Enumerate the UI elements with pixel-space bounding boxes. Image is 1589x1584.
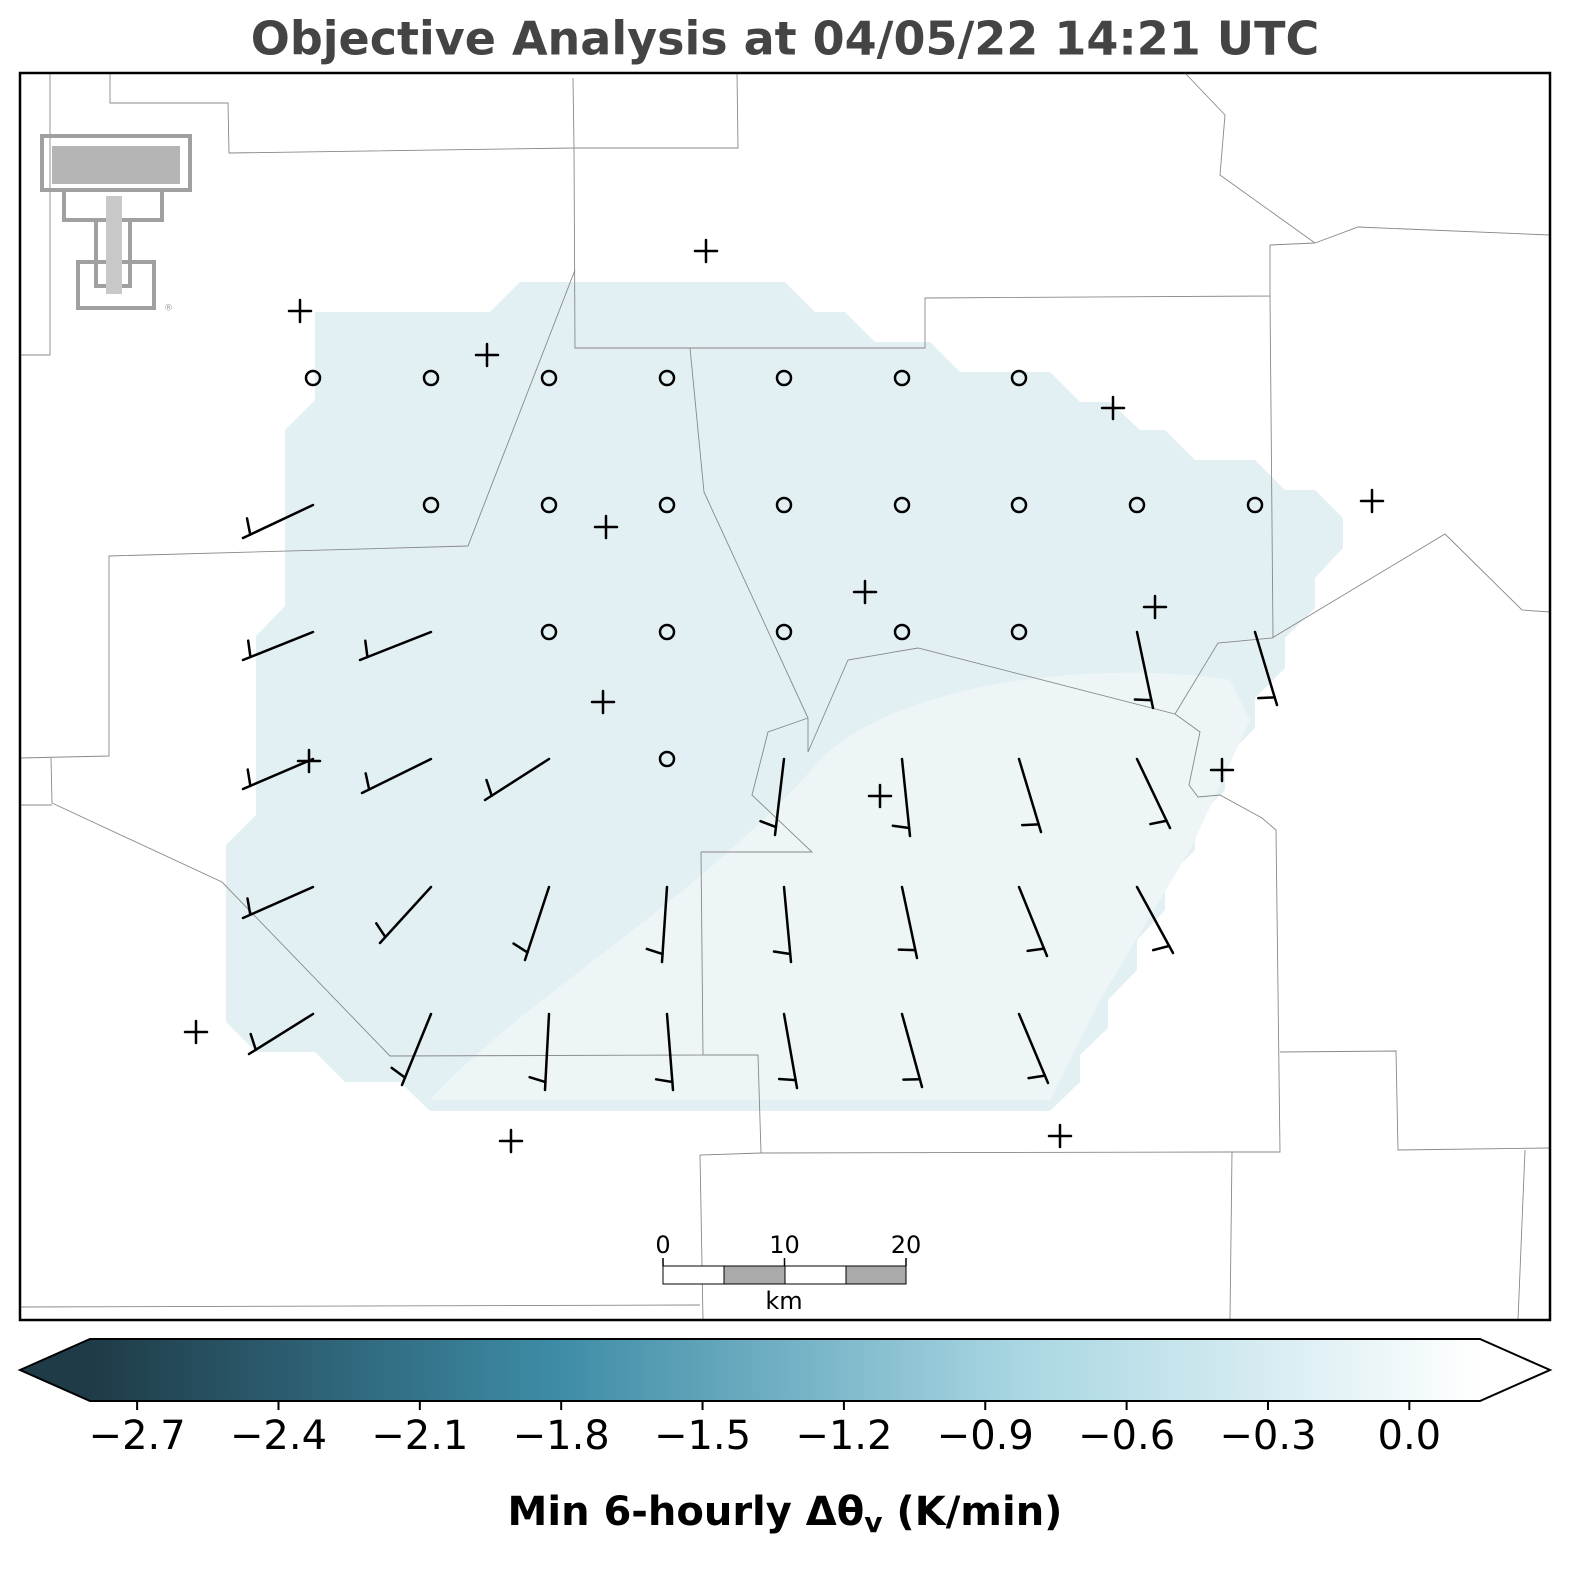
- barb-flag: [899, 950, 915, 951]
- colorbar-tick-label: −2.7: [89, 1413, 186, 1459]
- scale-tick-label: 20: [891, 1231, 922, 1259]
- colorbar-tick-label: 0.0: [1378, 1413, 1442, 1459]
- scale-tick-label: 10: [769, 1231, 800, 1259]
- map: ® km 0 10 20: [20, 73, 1550, 1320]
- logo-mark: ®: [164, 304, 173, 314]
- colorbar-tick-label: −2.1: [371, 1413, 468, 1459]
- title: Objective Analysis at 04/05/22 14:21 UTC: [251, 12, 1320, 66]
- colorbar-tick-label: −2.4: [230, 1413, 327, 1459]
- label-part: Min 6-hourly Δθ: [508, 1489, 865, 1535]
- colorbar-body: [20, 1339, 1550, 1401]
- colorbar-label: Min 6-hourly Δθv (K/min): [508, 1489, 1063, 1539]
- colorbar-tick-label: −1.5: [654, 1413, 751, 1459]
- label-subscript: v: [864, 1506, 882, 1539]
- barb-flag: [779, 1079, 795, 1080]
- colorbar-tick-label: −0.3: [1219, 1413, 1316, 1459]
- scale-unit: km: [765, 1287, 802, 1315]
- colorbar-tick-label: −0.6: [1078, 1413, 1175, 1459]
- barb-flag: [1135, 700, 1151, 701]
- colorbar-tick-label: −1.2: [795, 1413, 892, 1459]
- barb-flag: [1022, 824, 1038, 825]
- colorbar-tick-label: −1.8: [513, 1413, 610, 1459]
- colorbar: −2.7 −2.4 −2.1 −1.8 −1.5 −1.2 −0.9 −0.6 −0.3 0.0: [20, 1339, 1550, 1459]
- colorbar-tick-label: −0.9: [937, 1413, 1034, 1459]
- label-part: (K/min): [882, 1489, 1062, 1535]
- barb-flag: [1258, 697, 1274, 698]
- scale-tick-label: 0: [655, 1231, 670, 1259]
